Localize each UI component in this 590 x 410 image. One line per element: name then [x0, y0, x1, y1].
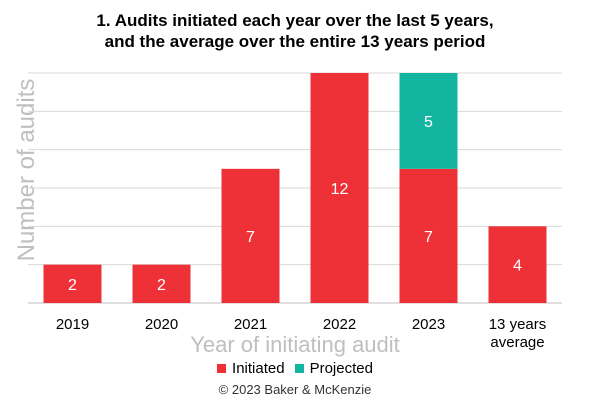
x-tick-label: 2020	[145, 316, 178, 333]
chart-title-line-1: 1. Audits initiated each year over the l…	[96, 11, 494, 30]
x-tick-label: 2021	[234, 316, 267, 333]
bar-initiated	[43, 264, 102, 303]
legend-item-initiated: Initiated	[217, 360, 285, 377]
data-labels: 2 2 7 12 7 5 4	[68, 114, 522, 294]
x-tick-label: 13 years average	[489, 316, 547, 351]
x-tick-labels: 2019 2020 2021 2022 2023 13 years average	[56, 316, 546, 351]
bar-initiated	[310, 73, 369, 303]
x-tick-label: 2023	[412, 316, 445, 333]
data-label: 7	[246, 229, 255, 246]
copyright-note: © 2023 Baker & McKenzie	[218, 382, 372, 397]
data-label: 2	[68, 277, 77, 294]
legend-swatch-projected	[294, 364, 304, 373]
gridlines	[28, 72, 562, 304]
chart-title: 1. Audits initiated each year over the l…	[0, 10, 590, 52]
x-tick-label: 2019	[56, 316, 89, 333]
x-axis-label: Year of initiating audit	[190, 332, 400, 357]
bars	[43, 73, 547, 303]
data-label: 4	[513, 258, 522, 275]
bar-initiated	[399, 168, 458, 303]
legend: Initiated Projected	[0, 360, 590, 377]
x-tick-label: 2022	[323, 316, 356, 333]
legend-label-initiated: Initiated	[232, 360, 285, 377]
bar-initiated	[132, 264, 191, 303]
data-label: 2	[157, 277, 166, 294]
data-label: 5	[424, 114, 433, 131]
bar-projected	[399, 73, 458, 169]
data-label: 12	[331, 181, 349, 198]
legend-swatch-initiated	[217, 364, 227, 373]
legend-item-projected: Projected	[294, 360, 373, 377]
bar-initiated	[488, 226, 547, 303]
bar-initiated	[221, 168, 280, 303]
chart-title-line-2: and the average over the entire 13 years…	[104, 32, 486, 51]
data-label: 7	[424, 229, 433, 246]
legend-label-projected: Projected	[309, 360, 373, 377]
